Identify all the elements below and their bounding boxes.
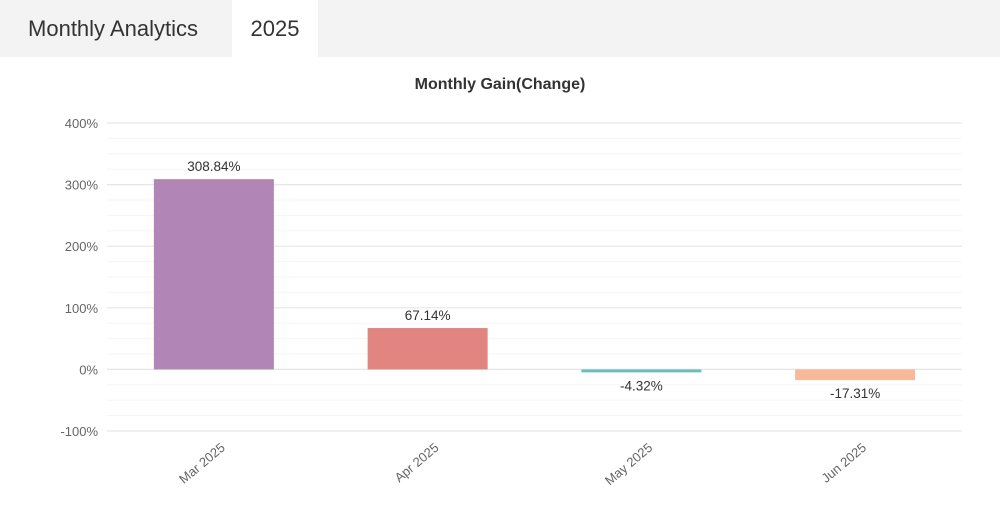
- bar-jun-2025[interactable]: [795, 369, 916, 381]
- y-tick-label: -100%: [60, 424, 98, 439]
- data-label: 67.14%: [405, 308, 451, 323]
- y-tick-label: 100%: [65, 301, 99, 316]
- data-label: 308.84%: [187, 159, 240, 174]
- tab-2025[interactable]: 2025: [232, 0, 318, 57]
- bar-apr-2025[interactable]: [367, 328, 488, 370]
- bars: [153, 179, 916, 381]
- bar-mar-2025[interactable]: [153, 179, 274, 370]
- x-tick-label: Apr 2025: [391, 440, 441, 485]
- tab-bar: Monthly Analytics 2025: [0, 0, 1000, 57]
- y-tick-label: 200%: [65, 239, 99, 254]
- y-tick-label: 400%: [65, 116, 99, 131]
- chart-title: Monthly Gain(Change): [415, 76, 586, 93]
- x-tick-label: Jun 2025: [818, 440, 869, 486]
- chart-container: Monthly Gain(Change) -100% 0% 100% 200% 300%…: [0, 57, 1000, 532]
- y-tick-label: 300%: [65, 178, 99, 193]
- data-labels: 308.84% 67.14% -4.32% -17.31%: [187, 159, 880, 401]
- monthly-gain-chart: Monthly Gain(Change) -100% 0% 100% 200% 300%…: [60, 76, 962, 488]
- x-tick-label: May 2025: [602, 440, 655, 488]
- data-label: -17.31%: [830, 386, 880, 401]
- bar-may-2025[interactable]: [581, 369, 702, 373]
- y-axis: -100% 0% 100% 200% 300% 400%: [60, 116, 98, 439]
- x-tick-label: Mar 2025: [176, 440, 228, 487]
- x-axis: Mar 2025 Apr 2025 May 2025 Jun 2025: [176, 440, 869, 488]
- data-label: -4.32%: [620, 378, 663, 393]
- tab-monthly-analytics[interactable]: Monthly Analytics: [28, 15, 198, 41]
- y-tick-label: 0%: [79, 362, 98, 377]
